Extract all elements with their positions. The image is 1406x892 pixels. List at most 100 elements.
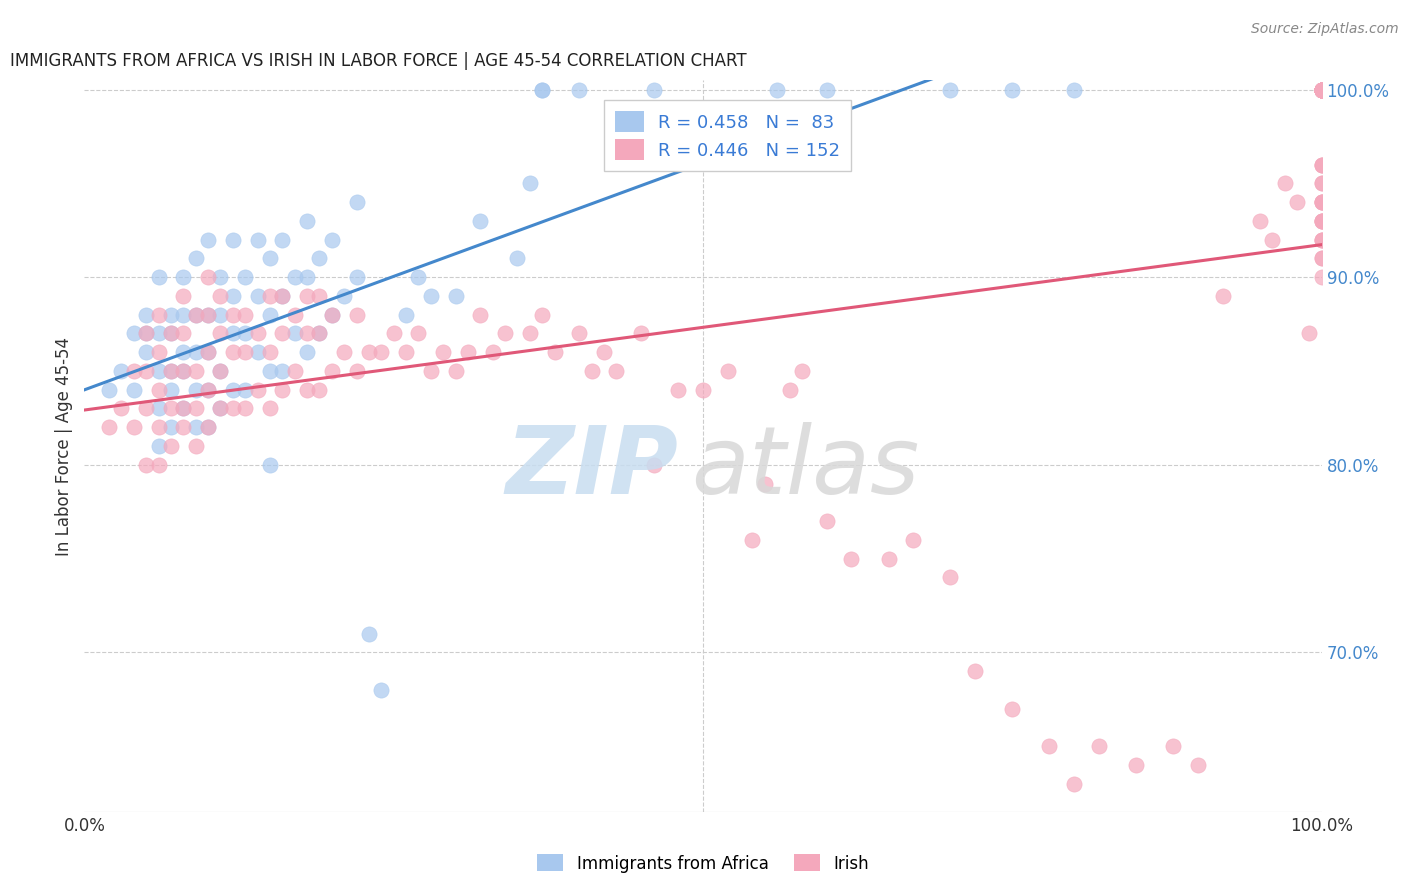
Point [135,401,157,416]
Point [370,345,392,359]
Point [295,270,318,285]
Point [233,308,256,322]
Point [357,626,380,640]
Point [197,345,219,359]
Point [531,83,554,97]
Point [295,345,318,359]
Point [1310,233,1333,247]
Point [470,214,492,228]
Point [1310,83,1333,97]
Point [1310,252,1333,266]
Point [172,308,194,322]
Point [1310,158,1333,172]
Point [209,326,232,341]
Point [160,401,183,416]
Point [271,289,294,303]
Point [1088,739,1111,753]
Point [197,233,219,247]
Point [1212,289,1234,303]
Point [259,458,281,472]
Point [222,308,245,322]
Point [259,364,281,378]
Point [346,364,368,378]
Point [1310,214,1333,228]
Point [259,308,281,322]
Point [259,289,281,303]
Point [172,420,194,434]
Point [284,364,307,378]
Point [172,326,194,341]
Point [209,270,232,285]
Point [1310,195,1333,210]
Point [184,383,207,397]
Point [308,326,330,341]
Point [148,326,170,341]
Point [643,83,665,97]
Point [630,326,652,341]
Point [209,401,232,416]
Point [766,83,789,97]
Point [284,326,307,341]
Point [333,345,356,359]
Point [197,420,219,434]
Point [1001,701,1024,715]
Point [148,308,170,322]
Point [160,383,183,397]
Point [444,364,467,378]
Point [370,682,392,697]
Point [148,364,170,378]
Point [1298,326,1320,341]
Point [1187,757,1209,772]
Point [295,326,318,341]
Point [754,476,776,491]
Point [1161,739,1184,753]
Point [1125,757,1147,772]
Point [1261,233,1284,247]
Point [1310,83,1333,97]
Point [790,364,813,378]
Point [1310,177,1333,191]
Point [357,345,380,359]
Point [1310,233,1333,247]
Point [259,345,281,359]
Point [135,326,157,341]
Point [233,326,256,341]
Point [519,177,541,191]
Point [1310,252,1333,266]
Point [1310,195,1333,210]
Point [1310,83,1333,97]
Point [1310,83,1333,97]
Text: IMMIGRANTS FROM AFRICA VS IRISH IN LABOR FORCE | AGE 45-54 CORRELATION CHART: IMMIGRANTS FROM AFRICA VS IRISH IN LABOR… [10,53,747,70]
Point [1310,83,1333,97]
Point [1310,214,1333,228]
Point [246,233,269,247]
Point [815,83,838,97]
Text: ZIP: ZIP [505,422,678,514]
Point [209,364,232,378]
Point [308,383,330,397]
Point [160,326,183,341]
Point [160,420,183,434]
Point [321,233,343,247]
Point [741,533,763,547]
Point [1310,83,1333,97]
Point [1310,83,1333,97]
Point [233,270,256,285]
Point [1310,83,1333,97]
Point [172,364,194,378]
Point [1310,158,1333,172]
Point [172,345,194,359]
Point [122,383,145,397]
Point [1310,83,1333,97]
Point [98,383,121,397]
Point [246,289,269,303]
Y-axis label: In Labor Force | Age 45-54: In Labor Force | Age 45-54 [55,336,73,556]
Point [135,364,157,378]
Point [122,364,145,378]
Point [284,270,307,285]
Point [321,308,343,322]
Point [382,326,405,341]
Point [1310,195,1333,210]
Legend: Immigrants from Africa, Irish: Immigrants from Africa, Irish [530,847,876,880]
Point [233,383,256,397]
